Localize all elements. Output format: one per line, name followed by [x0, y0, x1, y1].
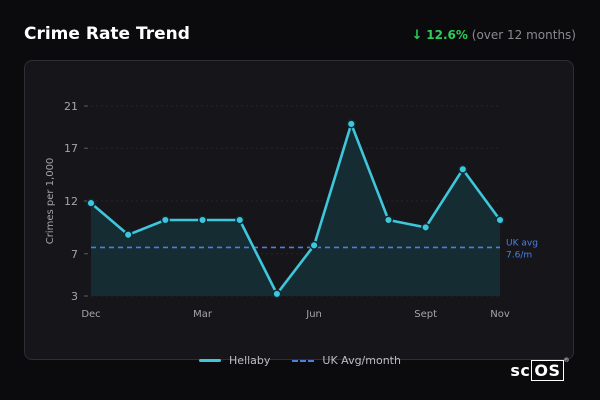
- data-point: [458, 164, 468, 174]
- x-tick-label: Nov: [490, 309, 510, 320]
- y-tick-label: 17: [64, 142, 78, 155]
- chart-title: Crime Rate Trend: [24, 24, 190, 44]
- y-tick-label: 21: [64, 100, 78, 113]
- legend-swatch-reference: [292, 359, 315, 362]
- y-axis-label: Crimes per 1,000: [45, 158, 56, 245]
- reference-value-label: 7.6/m: [506, 250, 532, 260]
- data-point: [495, 215, 505, 225]
- legend-label-reference: UK Avg/month: [322, 354, 401, 367]
- x-tick-label: Sept: [414, 309, 437, 320]
- data-point: [272, 289, 282, 299]
- down-arrow-icon: ↓: [411, 28, 423, 43]
- data-point: [86, 198, 96, 208]
- series-area: [91, 123, 500, 296]
- data-point: [309, 240, 319, 250]
- change-percent: 12.6%: [426, 28, 468, 42]
- data-point: [123, 230, 133, 240]
- legend-item-series[interactable]: Hellaby: [199, 354, 270, 367]
- legend-swatch-series: [199, 359, 222, 362]
- x-tick-label: Jun: [305, 309, 322, 320]
- change-indicator: ↓ 12.6% (over 12 months): [412, 28, 576, 43]
- data-point: [160, 215, 170, 225]
- y-tick-label: 12: [64, 195, 78, 208]
- chart-legend: Hellaby UK Avg/month: [0, 354, 600, 367]
- x-tick-label: Dec: [81, 309, 100, 320]
- logo-text-a: sc: [510, 361, 531, 380]
- data-point: [421, 222, 431, 232]
- legend-item-reference[interactable]: UK Avg/month: [292, 354, 401, 367]
- y-tick-label: 7: [71, 248, 78, 261]
- reference-label: UK avg: [506, 238, 538, 248]
- data-point: [235, 215, 245, 225]
- logo-text-b: OS: [531, 360, 564, 381]
- series-line: [90, 122, 502, 296]
- data-point: [383, 215, 394, 225]
- change-note: (over 12 months): [471, 28, 576, 42]
- y-tick-label: 3: [71, 290, 78, 303]
- data-point: [346, 119, 356, 129]
- data-point: [197, 215, 208, 225]
- logo-mark: ®: [563, 357, 570, 364]
- brand-logo: sc OS®: [510, 357, 570, 381]
- x-tick-label: Mar: [193, 309, 213, 320]
- legend-label-series: Hellaby: [229, 354, 271, 367]
